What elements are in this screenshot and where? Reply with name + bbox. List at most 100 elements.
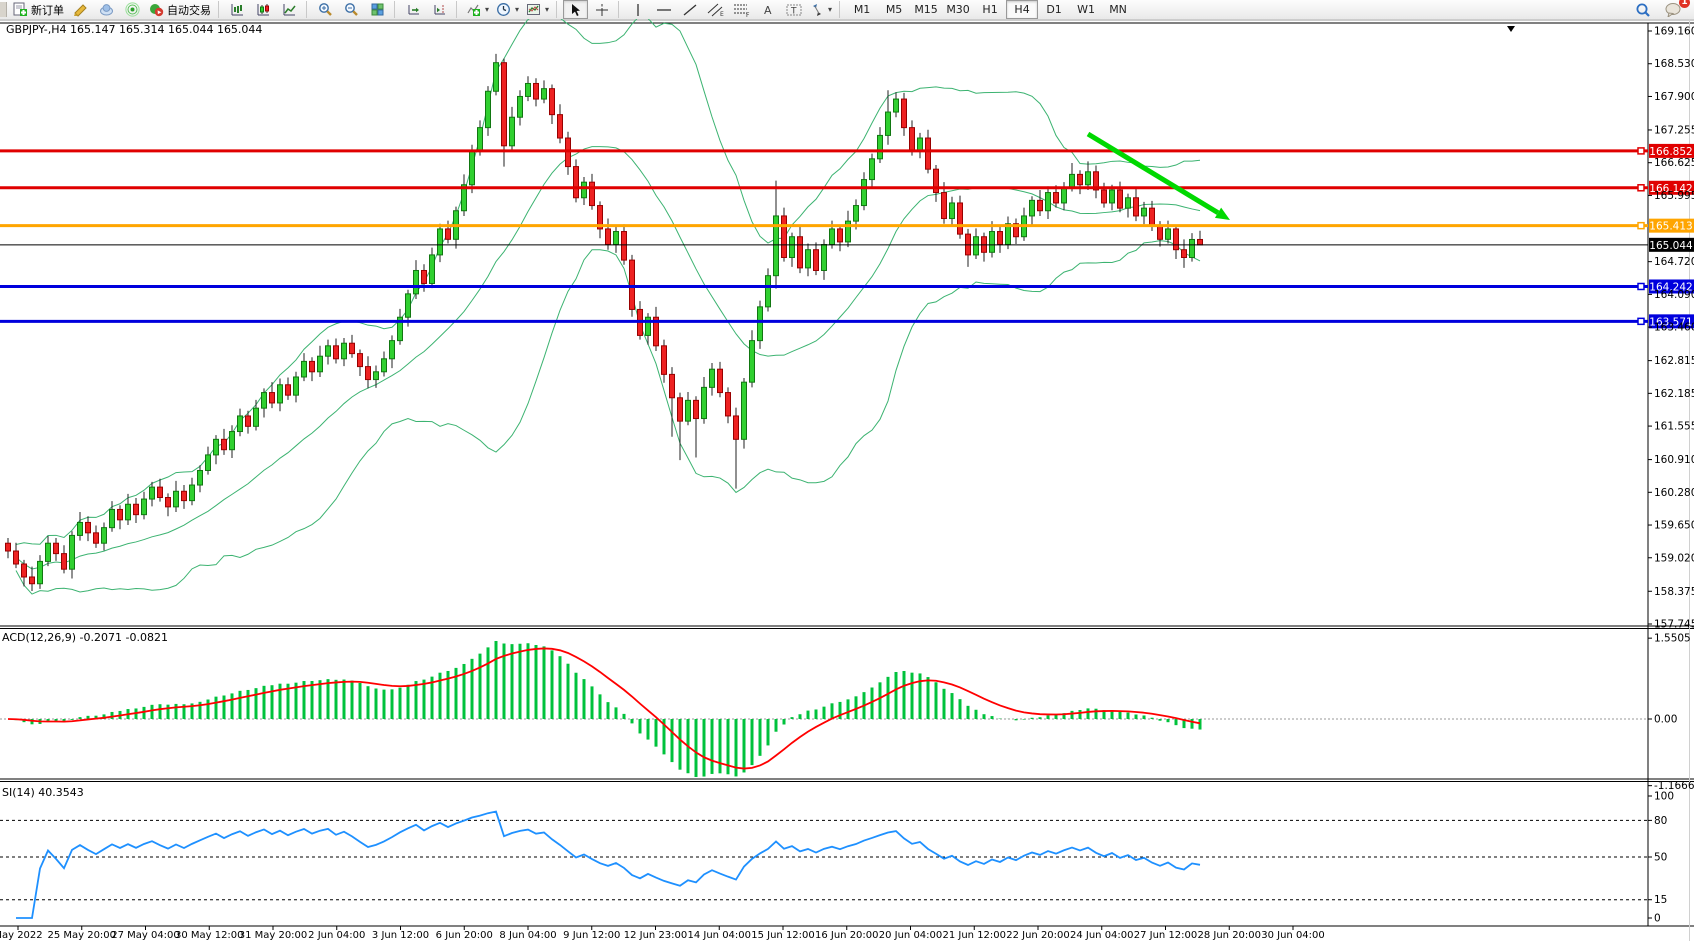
candle-body xyxy=(93,532,99,544)
candle-body xyxy=(1181,249,1187,258)
candle-body xyxy=(157,486,163,499)
trend-arrow-head[interactable] xyxy=(1214,207,1230,220)
candle-body xyxy=(173,490,179,508)
new-order-button[interactable]: 新订单 xyxy=(10,0,67,19)
candle-body xyxy=(797,236,803,269)
cursor-button[interactable] xyxy=(563,0,589,19)
timeframe-M1[interactable]: M1 xyxy=(853,3,871,16)
horizontal-levels[interactable] xyxy=(0,147,1648,326)
candlestick-chart-button[interactable] xyxy=(251,0,276,19)
timeframe-M30[interactable]: M30 xyxy=(946,3,970,16)
separator xyxy=(838,1,844,18)
candle-body xyxy=(461,184,467,212)
candle-body xyxy=(725,392,731,417)
candle-body xyxy=(685,399,691,422)
publish-button[interactable] xyxy=(94,0,119,19)
horizontal-line-tool[interactable] xyxy=(651,0,676,19)
symbol-ohlc-label: GBPJPY-,H4 165.147 165.314 165.044 165.0… xyxy=(6,23,262,36)
candle-body xyxy=(1157,225,1163,240)
level-handle[interactable] xyxy=(1637,147,1645,155)
level-handle[interactable] xyxy=(1637,221,1645,230)
candle-body xyxy=(413,269,419,295)
auto-trading-button[interactable]: 自动交易 xyxy=(146,0,214,19)
chart-svg[interactable]: 166.852 166.142 165.413 165.044 164.242 163.5… xyxy=(0,10,1694,941)
periods-button[interactable]: ▾ xyxy=(493,0,522,19)
candle-body xyxy=(1109,189,1115,204)
search-button[interactable] xyxy=(1630,0,1655,19)
candle-body xyxy=(317,355,323,373)
svg-text:12 Jun 23:00: 12 Jun 23:00 xyxy=(624,930,688,941)
candle-body xyxy=(853,205,859,222)
signal-icon-button[interactable] xyxy=(120,0,145,19)
fibonacci-tool[interactable]: F xyxy=(729,0,754,19)
timeframe-M5[interactable]: M5 xyxy=(885,3,903,16)
timeframe-H1[interactable]: H1 xyxy=(982,3,998,16)
timeframe-D1[interactable]: D1 xyxy=(1046,3,1062,16)
candle-body xyxy=(1013,223,1019,238)
candle-body xyxy=(949,202,955,220)
zoom-in-button[interactable] xyxy=(313,0,338,19)
level-handle[interactable] xyxy=(1637,282,1645,291)
chart-area[interactable]: 166.852 166.142 165.413 165.044 164.242 163.5… xyxy=(0,10,1694,941)
candle-body xyxy=(61,553,67,570)
candle-body xyxy=(1069,173,1075,188)
svg-text:22 Jun 20:00: 22 Jun 20:00 xyxy=(1006,930,1070,941)
candle-body xyxy=(829,228,835,246)
candle-body xyxy=(709,368,715,388)
trendline-tool[interactable] xyxy=(677,0,702,19)
svg-text:8 Jun 04:00: 8 Jun 04:00 xyxy=(499,930,556,941)
crayon-button[interactable] xyxy=(68,0,93,19)
templates-button[interactable]: ▾ xyxy=(523,0,552,19)
timeframe-MN[interactable]: MN xyxy=(1109,3,1127,16)
candle-body xyxy=(549,88,555,116)
candle-body xyxy=(749,340,755,383)
line-chart-button[interactable] xyxy=(277,0,302,19)
trend-arrow-line[interactable] xyxy=(1086,131,1220,215)
svg-text:May 2022: May 2022 xyxy=(0,930,43,941)
zoom-out-button[interactable] xyxy=(339,0,364,19)
channel-tool[interactable]: E xyxy=(703,0,728,19)
level-handle[interactable] xyxy=(1637,184,1645,192)
svg-text:162.815: 162.815 xyxy=(1654,355,1694,367)
text-tool[interactable]: A xyxy=(755,0,780,19)
candle-body xyxy=(893,98,899,113)
candle-body xyxy=(117,508,123,521)
candle-body xyxy=(485,90,491,129)
candle-body xyxy=(525,82,531,97)
chevron-down-icon: ▾ xyxy=(515,5,520,14)
level-handle[interactable] xyxy=(1637,317,1645,326)
candle-body xyxy=(605,228,611,246)
text-label-tool[interactable]: T xyxy=(781,0,806,19)
candle-body xyxy=(501,62,507,147)
trend-arrow[interactable] xyxy=(1086,131,1230,220)
indicators-button[interactable]: ▾ xyxy=(463,0,492,19)
candle-body xyxy=(861,179,867,207)
bar-chart-button[interactable] xyxy=(225,0,250,19)
chart-shift-button[interactable] xyxy=(427,0,452,19)
arrows-tool[interactable]: ▾ xyxy=(807,0,835,19)
timeframe-M15[interactable]: M15 xyxy=(914,3,938,16)
candle-body xyxy=(645,316,651,336)
svg-text:21 Jun 12:00: 21 Jun 12:00 xyxy=(942,930,1006,941)
candle-body xyxy=(445,228,451,240)
timeframe-W1[interactable]: W1 xyxy=(1077,3,1095,16)
candle-body xyxy=(885,111,891,136)
crosshair-button[interactable] xyxy=(589,0,614,19)
candle-body xyxy=(53,542,59,555)
candle-body xyxy=(29,576,35,585)
svg-text:20 Jun 04:00: 20 Jun 04:00 xyxy=(879,930,943,941)
vertical-line-tool[interactable] xyxy=(625,0,650,19)
candle-body xyxy=(469,150,475,186)
candle-body xyxy=(349,342,355,355)
macd-panel xyxy=(0,641,1648,777)
timeframe-H4[interactable]: H4 xyxy=(1006,0,1039,19)
notifications-button[interactable]: 1 xyxy=(1661,0,1690,19)
svg-text:100: 100 xyxy=(1654,791,1674,803)
tile-windows-button[interactable] xyxy=(365,0,390,19)
auto-scroll-button[interactable] xyxy=(401,0,426,19)
candle-body xyxy=(45,542,51,562)
candle-body xyxy=(509,116,515,147)
timeframe-bar: M1 M5 M15 M30 H1 H4 D1 W1 MN xyxy=(846,0,1134,19)
rsi-panel xyxy=(0,810,1648,919)
candle-body xyxy=(109,508,115,529)
